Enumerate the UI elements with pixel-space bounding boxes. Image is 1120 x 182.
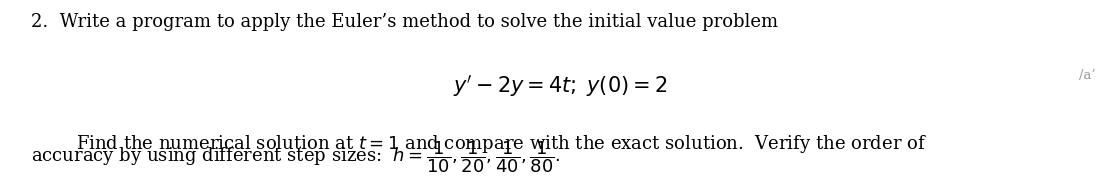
Text: Find the numerical solution at $t = 1$ and compare with the exact solution.  Ver: Find the numerical solution at $t = 1$ a… [76,133,927,155]
Text: accuracy by using different step sizes:  $h = \dfrac{1}{10}, \dfrac{1}{20}, \dfr: accuracy by using different step sizes: … [31,139,561,175]
Text: /a’: /a’ [1079,69,1095,82]
Text: $y^{\prime} - 2y = 4t;\; y(0) = 2$: $y^{\prime} - 2y = 4t;\; y(0) = 2$ [452,73,668,99]
Text: 2.  Write a program to apply the Euler’s method to solve the initial value probl: 2. Write a program to apply the Euler’s … [31,13,778,31]
